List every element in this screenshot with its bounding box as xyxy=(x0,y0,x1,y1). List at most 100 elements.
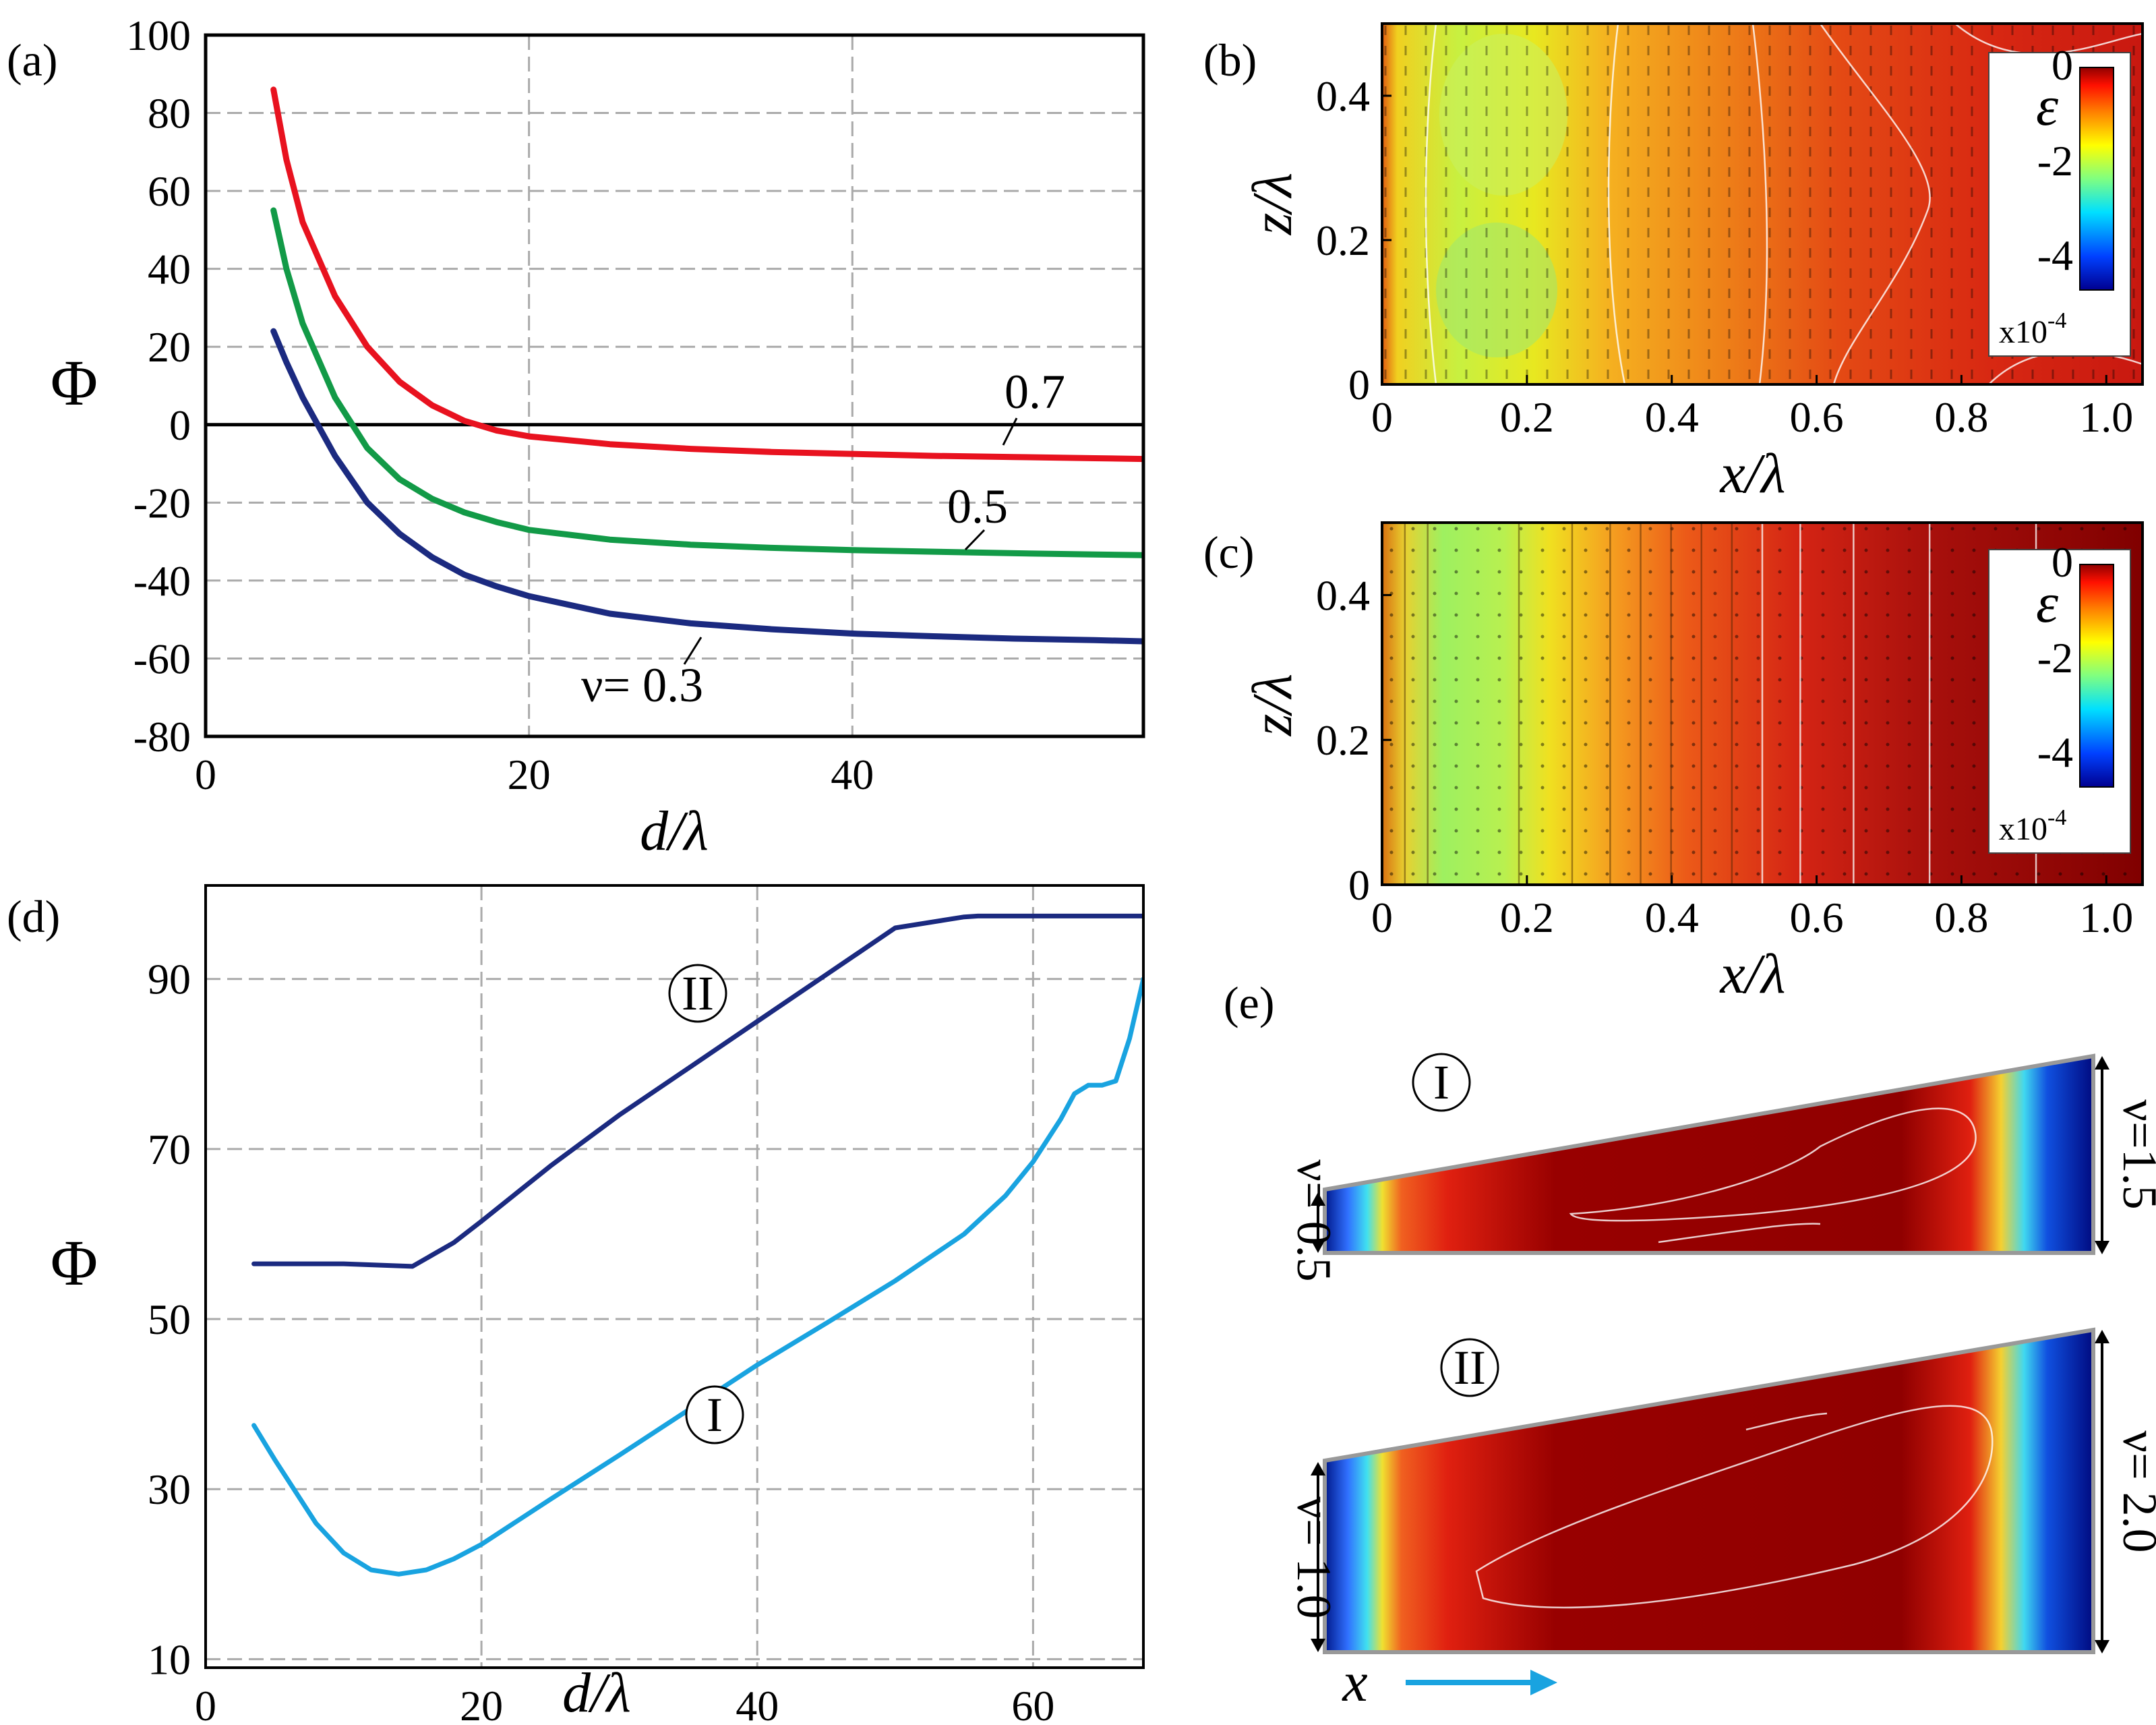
panel-b-x-tick-2: 0.4 xyxy=(1645,393,1699,441)
panel-c-cbar-tick-0: 0 xyxy=(2052,538,2073,586)
panel-c-x-tick-1: 0.2 xyxy=(1500,894,1554,941)
panel-a: (a) 0 20 40 100 80 60 40 20 0 -20 -40 -60 -80 d/λ Φ… xyxy=(7,11,1145,862)
panel-d-y-tick-2: 50 xyxy=(148,1295,191,1343)
panel-d-y-tick-0: 90 xyxy=(148,956,191,1003)
panel-d-series-I xyxy=(251,976,1143,1577)
panel-a-frame xyxy=(204,33,1145,738)
panel-b-x-tick-1: 0.2 xyxy=(1500,393,1554,441)
panel-b: (b) ε 0 -2 -4 x10-4 0 0.2 0.4 0.6 0.8 1.0 0 0.… xyxy=(1203,22,2144,505)
scheme-I-nu-right: ν=1.5 xyxy=(2113,1099,2156,1209)
svg-text:I: I xyxy=(1433,1055,1449,1109)
panel-b-cbar-scale: x10-4 xyxy=(1999,308,2066,350)
panel-a-y-ticks: 100 80 60 40 20 0 -20 -40 -60 -80 xyxy=(126,11,191,761)
panel-e-label: (e) xyxy=(1224,977,1274,1028)
panel-b-cbar-tick-2: -4 xyxy=(2037,231,2073,279)
scheme-I-left-arrowhead-bottom xyxy=(1311,1239,1325,1253)
scheme-I-contours xyxy=(1569,1107,1977,1244)
series-label-I: I xyxy=(685,1385,744,1444)
panel-b-x-tick-4: 0.8 xyxy=(1934,393,1988,441)
scheme-I-left-arrowhead-top xyxy=(1311,1192,1325,1206)
panel-b-frame xyxy=(1381,22,2144,386)
panel-d-frame xyxy=(204,884,1145,1669)
scheme-II-nu-right: ν= 2.0 xyxy=(2113,1430,2156,1552)
scheme-II-left-arrowhead-top xyxy=(1311,1462,1325,1475)
scheme-II-contours xyxy=(1475,1405,1994,1608)
panel-b-x-tick-3: 0.6 xyxy=(1790,393,1844,441)
panel-d-grid xyxy=(206,885,1143,1668)
panel-d-x-tick-0: 0 xyxy=(195,1682,216,1725)
panel-c-x-tick-4: 0.8 xyxy=(1934,894,1988,941)
panel-a-x-tick-0: 0 xyxy=(195,751,216,798)
panel-e-x-label: x xyxy=(1341,1651,1367,1714)
scheme-I-right-arrowhead-bottom xyxy=(2095,1241,2109,1254)
panel-c-label: (c) xyxy=(1203,527,1254,578)
panel-c-cbar-tick-1: -2 xyxy=(2037,634,2073,682)
panel-c-y-tick-1: 0.2 xyxy=(1316,716,1370,764)
scheme-II-right-arrowhead-bottom xyxy=(2095,1640,2109,1654)
panel-b-xlabel: x/λ xyxy=(1718,442,1785,505)
panel-b-colorbar-label: ε xyxy=(2036,75,2059,138)
panel-a-y-tick-8: -60 xyxy=(133,635,191,682)
panel-d-y-tick-1: 70 xyxy=(148,1125,191,1173)
panel-a-xlabel: d/λ xyxy=(640,800,709,862)
svg-text:II: II xyxy=(682,966,714,1020)
panel-c-x-tick-0: 0 xyxy=(1371,894,1393,941)
scheme-I-field xyxy=(1323,1053,2095,1255)
panel-b-label: (b) xyxy=(1203,34,1257,86)
panel-b-y-tick-1: 0.2 xyxy=(1316,216,1370,264)
panel-a-y-tick-9: -80 xyxy=(133,713,191,761)
panel-a-y-tick-4: 20 xyxy=(148,323,191,371)
panel-b-x-tick-0: 0 xyxy=(1371,393,1393,441)
scheme-I-right-arrowhead-top xyxy=(2095,1056,2109,1070)
panel-d-y-tick-4: 10 xyxy=(148,1635,191,1683)
scheme-II-field xyxy=(1323,1327,2095,1654)
scheme-II-right-arrowhead-top xyxy=(2095,1330,2109,1343)
panel-b-contours xyxy=(1425,23,2143,385)
panel-d-series xyxy=(251,913,1143,1577)
panel-a-y-tick-6: -20 xyxy=(133,479,191,527)
panel-b-y-tick-0: 0 xyxy=(1348,361,1370,409)
panel-d: (d) 0 20 40 60 90 70 50 30 10 d/λ Φ II I xyxy=(7,884,1145,1725)
panel-c-cbar-scale: x10-4 xyxy=(1999,805,2066,847)
panel-d-x-tick-2: 40 xyxy=(736,1682,779,1725)
panel-d-x-ticks: 0 20 40 60 xyxy=(195,1682,1054,1725)
scheme-I-roman: I xyxy=(1412,1053,1471,1112)
panel-c-y-tick-0: 0 xyxy=(1348,861,1370,909)
panel-d-y-ticks: 90 70 50 30 10 xyxy=(148,956,191,1684)
x-direction-arrowhead xyxy=(1530,1670,1557,1695)
panel-c-x-tick-5: 1.0 xyxy=(2079,894,2133,941)
scheme-II-left-arrowhead-bottom xyxy=(1311,1639,1325,1652)
series-label-0-3: ν= 0.3 xyxy=(581,658,703,712)
panel-c-colorbar: ε 0 -2 -4 x10-4 xyxy=(1988,538,2131,854)
panel-a-y-tick-7: -40 xyxy=(133,557,191,605)
panel-a-x-tick-1: 20 xyxy=(508,751,551,798)
series-label-0-5-leader xyxy=(964,529,986,551)
svg-text:II: II xyxy=(1454,1341,1486,1395)
panel-c-y-tick-2: 0.4 xyxy=(1316,571,1370,619)
scheme-I: I ν= 0.5 ν=1.5 xyxy=(1287,1053,2156,1282)
panel-a-y-tick-0: 100 xyxy=(126,11,191,59)
panel-a-series-0.7 xyxy=(270,86,1143,463)
series-label-0-7: 0.7 xyxy=(1005,365,1065,419)
panel-d-series-II xyxy=(251,913,1143,1269)
panel-e: (e) I ν= 0.5 ν=1.5 xyxy=(1224,977,2156,1714)
scheme-II-roman: II xyxy=(1440,1338,1499,1397)
panel-c-frame xyxy=(1381,521,2144,886)
scheme-II: II ν= 1.0 ν= 2.0 xyxy=(1287,1327,2156,1654)
panel-a-y-tick-3: 40 xyxy=(148,245,191,293)
panel-a-y-tick-5: 0 xyxy=(169,401,191,449)
panel-a-y-tick-2: 60 xyxy=(148,167,191,215)
panel-c-cbar-tick-2: -4 xyxy=(2037,728,2073,776)
panel-d-y-tick-3: 30 xyxy=(148,1465,191,1513)
panel-c: (c) ε 0 -2 -4 x10-4 0 0.2 0.4 0.6 0.8 1.0 0 0.… xyxy=(1203,521,2144,1005)
panel-a-y-tick-1: 80 xyxy=(148,90,191,138)
panel-a-series xyxy=(270,86,1143,645)
panel-b-y-tick-2: 0.4 xyxy=(1316,72,1370,120)
panel-c-y-ticks: 0 0.2 0.4 xyxy=(1316,571,1391,909)
panel-c-xlabel: x/λ xyxy=(1718,943,1785,1005)
scheme-II-nu-left: ν= 1.0 xyxy=(1287,1496,1341,1618)
panel-d-x-tick-3: 60 xyxy=(1011,1682,1054,1725)
panel-a-ylabel: Φ xyxy=(51,347,98,419)
panel-d-ylabel: Φ xyxy=(51,1227,98,1299)
